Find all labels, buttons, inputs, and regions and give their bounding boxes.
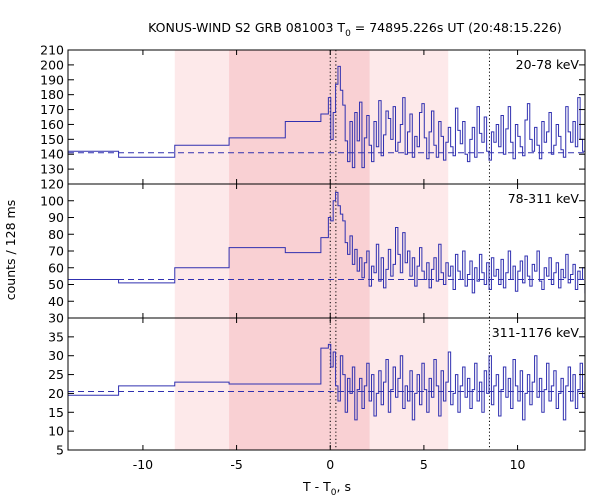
shade-dark-interval xyxy=(229,50,370,450)
y-tick-label: 100 xyxy=(40,193,64,208)
panel-frame-2 xyxy=(67,317,586,451)
light-curve-series-2 xyxy=(68,343,585,421)
x-tick-label: 5 xyxy=(420,457,428,472)
y-tick-label: 50 xyxy=(48,277,64,292)
y-tick-label: 130 xyxy=(40,162,64,177)
y-tick-label: 25 xyxy=(48,367,64,382)
y-tick-label: 30 xyxy=(48,348,64,363)
y-tick-label: 140 xyxy=(40,147,64,162)
y-tick-label: 5 xyxy=(56,443,64,458)
light-curve-series-0 xyxy=(68,65,585,169)
light-curves xyxy=(68,65,585,421)
y-tick-label: 190 xyxy=(40,72,64,87)
y-tick-label: 80 xyxy=(48,227,64,242)
y-tick-label: 150 xyxy=(40,132,64,147)
y-axis-label: counts / 128 ms xyxy=(3,200,18,300)
y-tick-label: 120 xyxy=(40,177,64,192)
x-tick-label: 10 xyxy=(510,457,526,472)
x-tick-label: -5 xyxy=(230,457,242,472)
y-tick-label: 20 xyxy=(48,386,64,401)
x-axis-ticks: -10 -5 0 5 10 xyxy=(133,50,526,472)
y-tick-label: 180 xyxy=(40,87,64,102)
y-tick-label: 15 xyxy=(48,405,64,420)
y-tick-label: 160 xyxy=(40,117,64,132)
y-tick-label: 70 xyxy=(48,244,64,259)
y-tick-label: 170 xyxy=(40,102,64,117)
panel-energy-label-0: 20-78 keV xyxy=(516,57,580,72)
y-tick-label: 60 xyxy=(48,260,64,275)
light-curve-series-1 xyxy=(68,191,585,294)
y-tick-label: 210 xyxy=(40,43,64,58)
panel-energy-labels: 20-78 keV 78-311 keV 311-1176 keV xyxy=(492,57,580,340)
panel-energy-label-2: 311-1176 keV xyxy=(492,325,580,340)
panel-energy-label-1: 78-311 keV xyxy=(508,191,580,206)
title-subscript: 0 xyxy=(345,29,351,39)
y-tick-label: 35 xyxy=(48,329,64,344)
y-tick-label: 90 xyxy=(48,210,64,225)
y-tick-label: 40 xyxy=(48,294,64,309)
x-tick-label: 0 xyxy=(326,457,334,472)
y-tick-label: 200 xyxy=(40,57,64,72)
x-tick-label: -10 xyxy=(133,457,153,472)
y-tick-label: 10 xyxy=(48,424,64,439)
y-tick-label: 30 xyxy=(48,311,64,326)
x-axis-label: T - T0, s xyxy=(302,479,351,498)
chart-title: KONUS-WIND S2 GRB 081003 T0 = 74895.226s… xyxy=(148,20,562,39)
